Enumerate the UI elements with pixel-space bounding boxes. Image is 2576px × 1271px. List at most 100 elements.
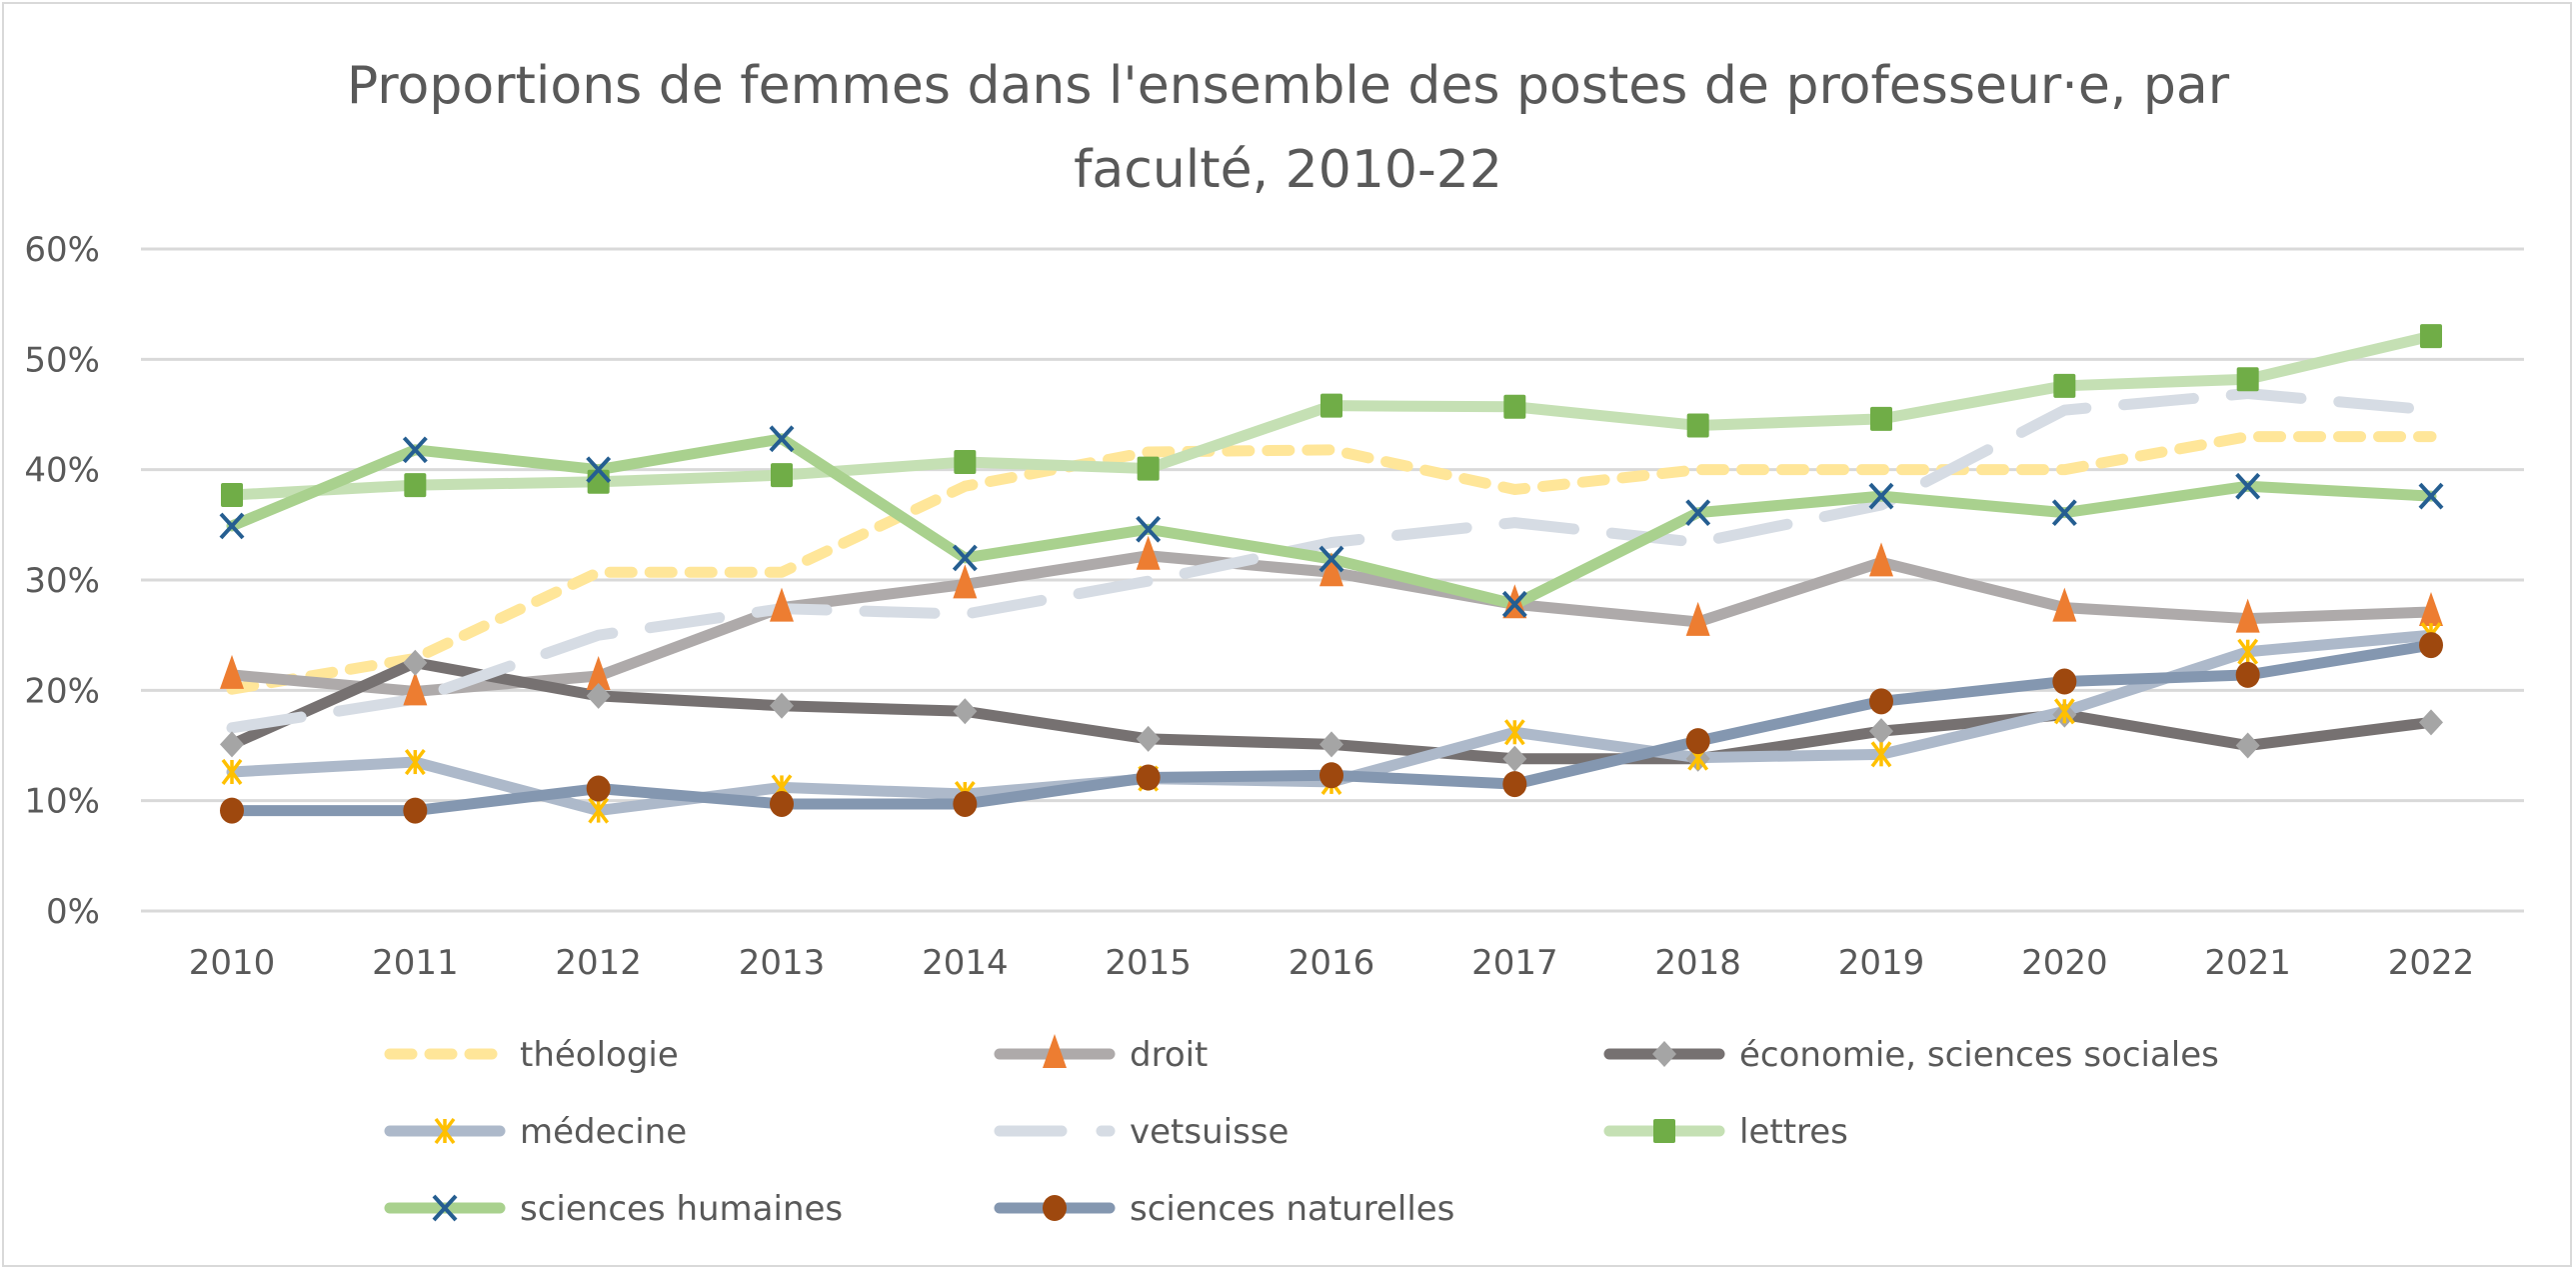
data-point [770, 790, 794, 817]
y-tick-label: 20% [24, 671, 100, 711]
data-point [586, 655, 611, 690]
data-point [1503, 394, 1526, 419]
x-tick-label: 2021 [2204, 943, 2291, 983]
data-point [2235, 732, 2260, 759]
data-point [1868, 482, 1894, 510]
data-point [219, 512, 245, 540]
x-tick-label: 2016 [1288, 943, 1375, 983]
data-point [1137, 456, 1160, 481]
data-point [1318, 545, 1344, 573]
y-tick-label: 0% [46, 892, 100, 932]
data-point [586, 775, 611, 802]
data-point [2420, 324, 2442, 349]
data-point [770, 587, 794, 622]
y-tick-label: 40% [24, 451, 100, 491]
data-point [2237, 638, 2259, 665]
legend-marker [432, 1194, 458, 1222]
data-point [1502, 771, 1527, 798]
data-point [404, 748, 426, 776]
x-tick-label: 2015 [1105, 943, 1192, 983]
x-tick-label: 2012 [555, 943, 642, 983]
data-point [404, 473, 427, 498]
x-tick-label: 2013 [739, 943, 826, 983]
legend-label: médecine [520, 1112, 687, 1152]
data-point [1501, 590, 1527, 618]
y-axis-ticks: 0% 10% 20% 30% 40% 50% 60% [24, 230, 100, 932]
data-point [1869, 688, 1893, 715]
data-point [586, 456, 612, 484]
y-tick-label: 10% [24, 782, 100, 822]
data-point [1320, 393, 1342, 418]
series-markers [219, 324, 2444, 824]
data-point [1136, 535, 1161, 570]
x-tick-label: 2019 [1838, 943, 1925, 983]
data-point [2419, 591, 2443, 626]
data-point [770, 692, 794, 719]
x-tick-label: 2022 [2388, 943, 2475, 983]
chart-title-line-1: Proportions de femmes dans l'ensemble de… [346, 56, 2230, 116]
data-point [1685, 499, 1711, 527]
legend-label: économie, sciences sociales [1739, 1035, 2219, 1075]
data-point [2053, 373, 2076, 398]
data-point [1869, 542, 1893, 577]
data-point [220, 654, 244, 689]
legend-item: droit [994, 1034, 1208, 1075]
legend-label: vetsuisse [1130, 1112, 1288, 1152]
data-point [1136, 725, 1161, 752]
data-point [954, 449, 977, 474]
data-point [403, 671, 428, 706]
legend-marker [1653, 1119, 1675, 1143]
data-point [588, 797, 610, 824]
chart-title: Proportions de femmes dans l'ensemble de… [0, 44, 2576, 212]
legend-marker [434, 1117, 456, 1145]
legend-label: lettres [1739, 1112, 1848, 1152]
y-tick-label: 30% [24, 561, 100, 601]
data-point [769, 425, 795, 453]
series-line-4 [226, 388, 2437, 734]
data-point [771, 463, 793, 488]
data-point [1319, 762, 1343, 789]
data-point [2052, 668, 2077, 695]
data-point [953, 564, 978, 599]
data-point [1319, 731, 1343, 758]
data-point [2419, 632, 2443, 659]
x-axis-ticks: 2010 2011 2012 2013 2014 2015 2016 2017 2018 2019… [189, 943, 2475, 983]
data-point [1136, 515, 1162, 543]
legend-marker [1043, 1195, 1067, 1221]
legend-item: sciences naturelles [994, 1189, 1454, 1229]
legend-item: lettres [1603, 1112, 1848, 1152]
x-tick-label: 2020 [2021, 943, 2108, 983]
data-point [403, 649, 428, 676]
legend-marker [1043, 1034, 1067, 1068]
legend-marker [1652, 1041, 1676, 1067]
legend-item: économie, sciences sociales [1603, 1035, 2219, 1075]
x-tick-label: 2017 [1471, 943, 1558, 983]
data-point [586, 682, 611, 709]
legend-item: médecine [384, 1112, 687, 1152]
legend-item: vetsuisse [994, 1112, 1288, 1152]
legend-item: théologie [384, 1035, 679, 1075]
data-point [221, 483, 243, 508]
x-tick-label: 2018 [1654, 943, 1741, 983]
data-point [2419, 709, 2443, 736]
data-point [2235, 472, 2261, 500]
data-point [2052, 587, 2077, 622]
data-point [220, 731, 244, 758]
data-point [1319, 552, 1343, 587]
data-point [1869, 718, 1893, 745]
data-point [2235, 661, 2260, 688]
data-point [1870, 741, 1892, 768]
data-point [2236, 367, 2259, 392]
legend-label: sciences humaines [520, 1189, 843, 1229]
data-point [953, 790, 978, 817]
data-point [1685, 601, 1710, 636]
data-point [2051, 499, 2077, 527]
data-point [953, 698, 978, 725]
x-tick-label: 2010 [189, 943, 276, 983]
series-line-0 [226, 431, 2437, 695]
data-point [1503, 719, 1525, 746]
y-tick-label: 50% [24, 340, 100, 380]
data-point [220, 797, 244, 824]
x-tick-label: 2014 [922, 943, 1009, 983]
